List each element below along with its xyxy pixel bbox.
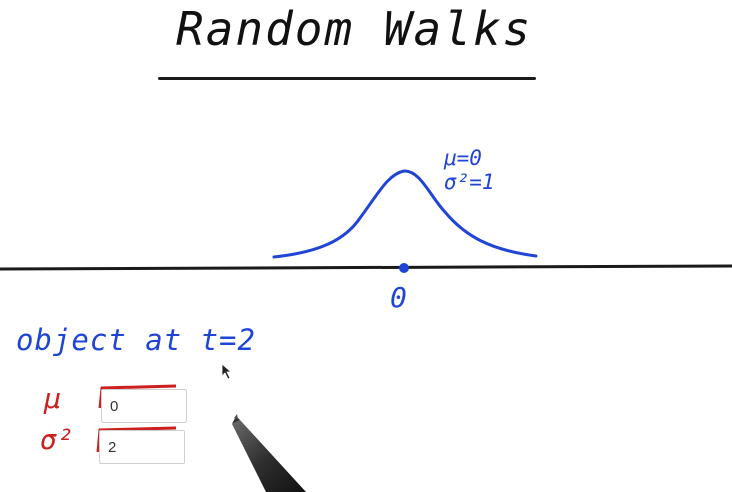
mu-answer-input[interactable] — [101, 389, 187, 423]
pointer-cursor-icon — [221, 363, 233, 380]
variance-answer-input[interactable] — [99, 430, 185, 464]
origin-dot — [399, 263, 409, 273]
mu-symbol: μ — [44, 382, 61, 415]
stylus-pen-icon — [232, 414, 306, 492]
distribution-params: μ=0 σ²=1 — [444, 146, 495, 194]
origin-label: 0 — [390, 281, 407, 314]
variance-symbol: σ² — [40, 423, 74, 456]
mu-param: μ=0 — [444, 146, 482, 170]
sigma-param: σ²=1 — [444, 170, 495, 194]
title-underline — [158, 77, 536, 80]
mu-bracket-mark — [98, 384, 177, 409]
number-line — [0, 264, 732, 271]
question-text: object at t=2 — [16, 323, 256, 357]
page-title: Random Walks — [176, 2, 533, 56]
gaussian-curve — [272, 169, 538, 259]
